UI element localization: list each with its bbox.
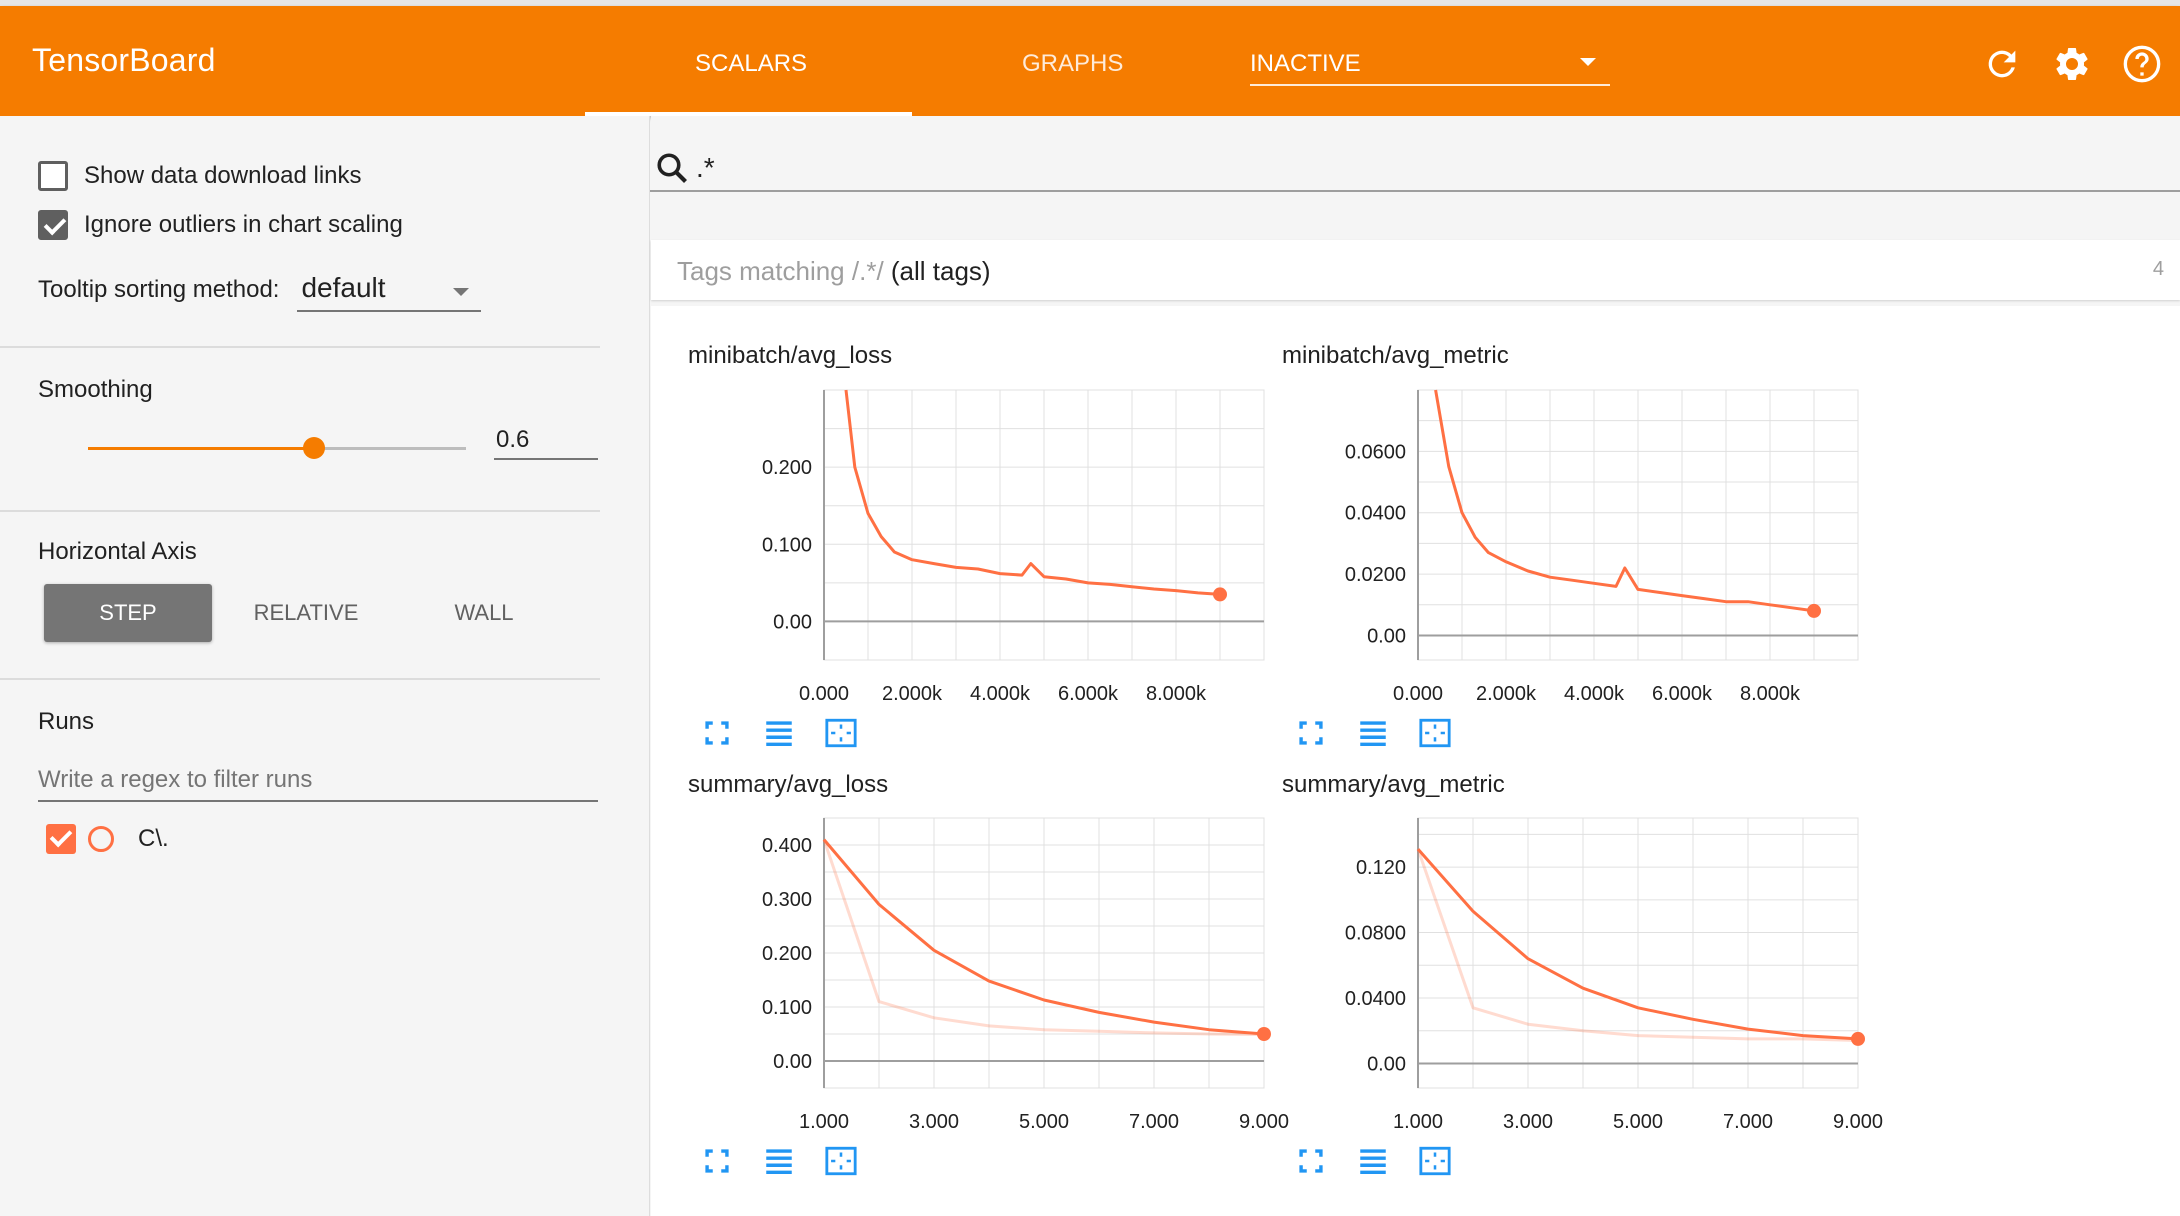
fit-domain-icon[interactable] (1416, 716, 1454, 750)
selected-tab-indicator (585, 112, 912, 116)
tag-group-header[interactable]: Tags matching /.*/ (all tags) 4 (651, 240, 2180, 300)
axis-relative-button[interactable]: RELATIVE (253, 600, 359, 625)
toggle-log-scale-icon[interactable] (1354, 1144, 1392, 1178)
chart-action-buttons (1292, 1144, 1454, 1178)
show-download-links-checkbox[interactable] (38, 161, 68, 191)
dropdown-arrow-icon (453, 288, 470, 296)
ignore-outliers-option[interactable]: Ignore outliers in chart scaling (38, 207, 403, 243)
section-divider (0, 678, 600, 680)
search-icon (657, 153, 687, 183)
run-color-icon[interactable] (88, 826, 114, 852)
section-divider (0, 346, 600, 348)
toggle-log-scale-icon[interactable] (760, 1144, 798, 1178)
tooltip-sorting-label: Tooltip sorting method: (38, 276, 280, 303)
sidebar: Show data download links Ignore outliers… (0, 116, 650, 1216)
smoothing-value-input[interactable]: 0.6 (494, 416, 598, 460)
run-checkbox[interactable] (46, 824, 76, 854)
axis-wall-button[interactable]: WALL (454, 600, 514, 625)
chart-title: summary/avg_metric (1282, 771, 1505, 798)
settings-icon[interactable] (2052, 44, 2092, 84)
inactive-dashboards-dropdown[interactable]: INACTIVE (1250, 36, 1610, 86)
tab-scalars[interactable]: SCALARS (695, 50, 808, 77)
ignore-outliers-checkbox[interactable] (38, 210, 68, 240)
section-divider (0, 510, 600, 512)
refresh-icon[interactable] (1982, 44, 2022, 84)
chart-title: minibatch/avg_metric (1282, 342, 1509, 369)
chart-action-buttons (698, 1144, 860, 1178)
dropdown-arrow-icon (1580, 58, 1596, 66)
tag-search-bar[interactable]: .* (650, 146, 2180, 192)
help-icon[interactable] (2122, 44, 2162, 84)
chart-title: minibatch/avg_loss (688, 342, 893, 369)
smoothing-label: Smoothing (38, 376, 153, 403)
toggle-log-scale-icon[interactable] (760, 716, 798, 750)
run-item[interactable]: C\. (46, 824, 169, 854)
ignore-outliers-label: Ignore outliers in chart scaling (84, 211, 403, 238)
smoothing-slider-knob[interactable] (303, 437, 325, 459)
tooltip-sorting-value: default (301, 272, 386, 303)
tag-group-label: Tags matching /.*/ (all tags) (677, 256, 991, 286)
fit-domain-icon[interactable] (1416, 1144, 1454, 1178)
tooltip-sorting-dropdown[interactable]: default (297, 268, 482, 312)
runs-label: Runs (38, 708, 95, 735)
fit-domain-icon[interactable] (822, 1144, 860, 1178)
inactive-dropdown-label: INACTIVE (1250, 50, 1361, 77)
smoothing-slider-fill (88, 447, 314, 450)
horizontal-axis-label: Horizontal Axis (38, 538, 197, 565)
window-top-edge (0, 0, 2180, 6)
fit-domain-icon[interactable] (822, 716, 860, 750)
chart-action-buttons (1292, 716, 1454, 750)
axis-step-button[interactable]: STEP (44, 584, 212, 642)
chart-cards-area (651, 306, 2180, 1216)
expand-chart-icon[interactable] (698, 1144, 736, 1178)
tag-count: 4 (2152, 258, 2164, 280)
app-title: TensorBoard (32, 42, 216, 78)
chart-action-buttons (698, 716, 860, 750)
tab-graphs[interactable]: GRAPHS (1022, 50, 1124, 77)
toggle-log-scale-icon[interactable] (1354, 716, 1392, 750)
run-name: C\. (138, 825, 169, 852)
expand-chart-icon[interactable] (698, 716, 736, 750)
chart-title: summary/avg_loss (688, 771, 889, 798)
runs-filter-input[interactable]: Write a regex to filter runs (38, 756, 598, 802)
tooltip-sorting-row: Tooltip sorting method: default (38, 268, 482, 312)
expand-chart-icon[interactable] (1292, 1144, 1330, 1178)
show-download-links-label: Show data download links (84, 162, 362, 189)
app-bar: TensorBoard SCALARS GRAPHS INACTIVE (0, 6, 2180, 116)
tag-search-value[interactable]: .* (696, 152, 715, 183)
show-download-links-option[interactable]: Show data download links (38, 158, 362, 194)
expand-chart-icon[interactable] (1292, 716, 1330, 750)
